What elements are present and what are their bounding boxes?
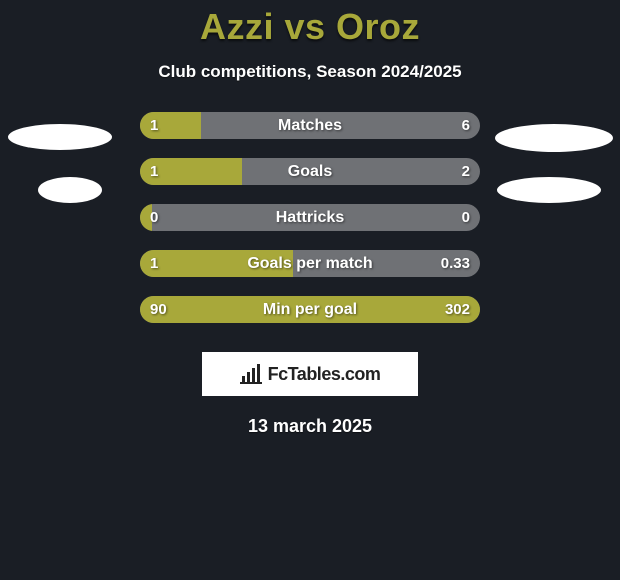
- decorative-ellipse: [497, 177, 601, 203]
- stat-row: Goals per match10.33: [0, 250, 620, 296]
- decorative-ellipse: [38, 177, 102, 203]
- stat-row: Min per goal90302: [0, 296, 620, 342]
- stat-bar-fill: [140, 250, 293, 277]
- footer-date: 13 march 2025: [0, 416, 620, 437]
- stat-bar-fill: [140, 158, 242, 185]
- bar-chart-icon: [240, 364, 264, 384]
- logo-text: FcTables.com: [268, 364, 381, 385]
- site-logo: FcTables.com: [202, 352, 418, 396]
- page-title: Azzi vs Oroz: [0, 6, 620, 48]
- stat-row: Hattricks00: [0, 204, 620, 250]
- stat-bar-fill: [140, 204, 152, 231]
- stat-bar-track: [140, 250, 480, 277]
- decorative-ellipse: [495, 124, 613, 152]
- stat-bar-track: [140, 158, 480, 185]
- stat-bar-fill: [140, 296, 480, 323]
- stat-bar-fill: [140, 112, 201, 139]
- page-subtitle: Club competitions, Season 2024/2025: [0, 62, 620, 82]
- stat-bar-track: [140, 112, 480, 139]
- stat-bar-track: [140, 204, 480, 231]
- decorative-ellipse: [8, 124, 112, 150]
- stat-bar-track: [140, 296, 480, 323]
